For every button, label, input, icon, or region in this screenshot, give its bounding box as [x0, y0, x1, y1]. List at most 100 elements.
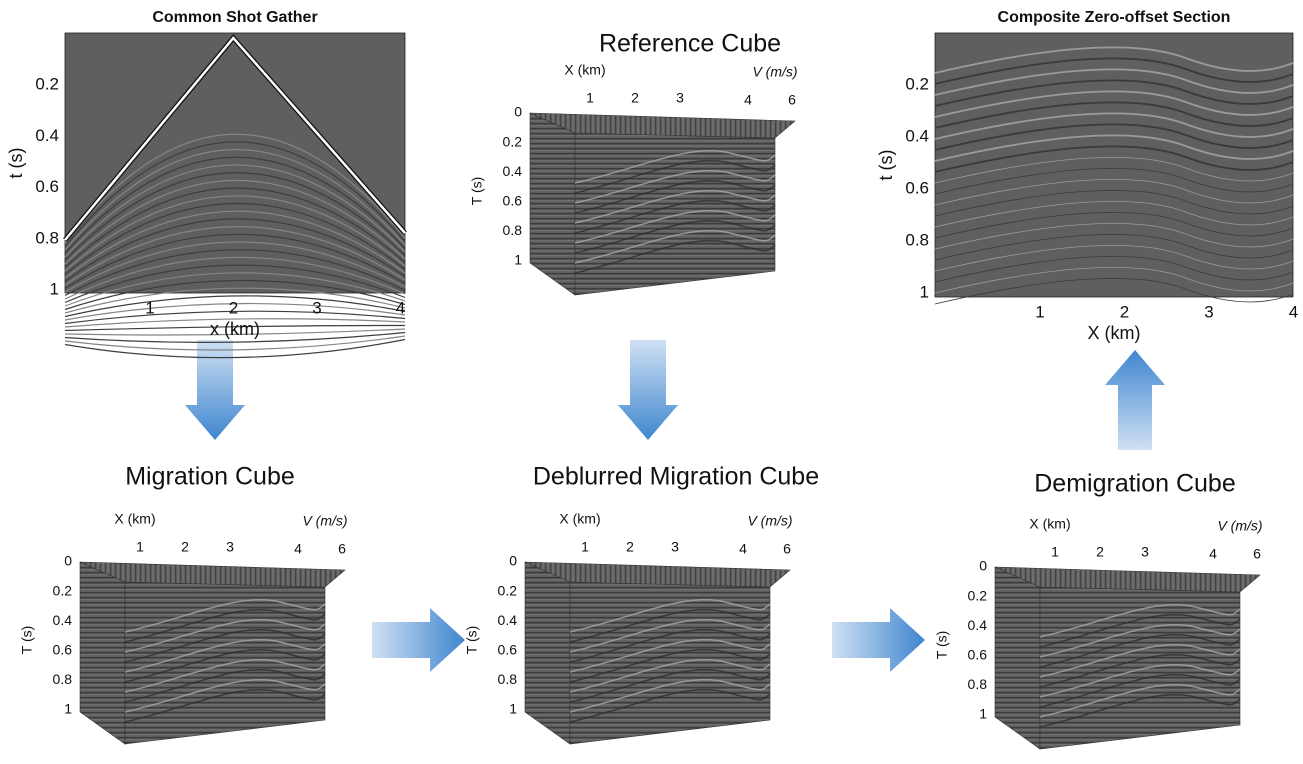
t-tick-label: 0.2: [503, 133, 523, 149]
x-tick-label: 3: [1204, 302, 1213, 321]
t-tick-label: 0.4: [968, 617, 988, 633]
y-tick-label: 0.2: [35, 74, 59, 93]
panel-title: Migration Cube: [125, 463, 295, 491]
x-tick-label: 2: [626, 539, 634, 555]
v-tick-label: 4: [744, 92, 752, 108]
t-tick-label: 0.8: [498, 671, 518, 687]
panel-title: Deblurred Migration Cube: [533, 463, 819, 491]
cube-side-face: [995, 567, 1040, 749]
t-tick-label: 0.2: [498, 582, 518, 598]
t-tick-label: 0.4: [53, 612, 73, 628]
y-tick-label: 0.8: [905, 230, 929, 249]
x-tick-label: 1: [136, 539, 144, 555]
arrow-right: [372, 608, 465, 672]
x-axis-label: X (km): [114, 511, 155, 527]
t-tick-label: 1: [509, 701, 517, 717]
cube-side-face: [80, 562, 125, 744]
t-tick-label: 0.8: [503, 222, 523, 238]
t-axis-label: T (s): [469, 177, 485, 206]
arrow-down: [618, 340, 678, 440]
t-tick-label: 0.4: [503, 163, 523, 179]
x-tick-label: 2: [229, 298, 238, 317]
x-tick-label: 1: [586, 90, 594, 106]
v-axis-label: V (m/s): [302, 513, 347, 529]
t-tick-label: 0.2: [53, 582, 73, 598]
y-tick-label: 0.8: [35, 228, 59, 247]
arrow-right: [832, 608, 925, 672]
panel-title: Reference Cube: [599, 30, 781, 58]
x-tick-label: 3: [226, 539, 234, 555]
t-tick-label: 0.6: [498, 642, 518, 658]
panel-title: Demigration Cube: [1034, 470, 1236, 498]
x-tick-label: 2: [1120, 302, 1129, 321]
section-panel: Common Shot Gather 0.2 0.4 0.6 0.8 1 1 2 3 4 x (km…: [6, 9, 405, 357]
t-tick-label: 0: [64, 553, 72, 569]
cube-panel: Demigration Cube 0 0.2 0.4 0.6 0.8 1 1 2 3 4 6 X (km…: [934, 470, 1263, 749]
t-tick-label: 0.4: [498, 612, 518, 628]
arrow-down: [185, 340, 245, 440]
section-panel: Composite Zero-offset Section 0.2 0.4 0.6 0.…: [876, 9, 1298, 343]
x-tick-label: 3: [671, 539, 679, 555]
t-tick-label: 0: [979, 558, 987, 574]
x-axis-label: X (km): [564, 62, 605, 78]
t-tick-label: 0.2: [968, 587, 988, 603]
x-tick-label: 4: [396, 298, 405, 317]
seismic-image: [65, 33, 405, 293]
x-axis-label: X (km): [1029, 516, 1070, 532]
x-tick-label: 1: [1051, 544, 1059, 560]
v-tick-label: 4: [739, 541, 747, 557]
t-tick-label: 0.8: [968, 676, 988, 692]
v-tick-label: 6: [338, 541, 346, 557]
v-axis-label: V (m/s): [747, 513, 792, 529]
cube-side-face: [525, 562, 570, 744]
v-axis-label: V (m/s): [1217, 518, 1262, 534]
y-tick-label: 0.4: [35, 126, 59, 145]
v-tick-label: 4: [1209, 546, 1217, 562]
x-tick-label: 2: [181, 539, 189, 555]
v-tick-label: 4: [294, 541, 302, 557]
v-tick-label: 6: [1253, 546, 1261, 562]
y-axis-label: t (s): [876, 150, 896, 181]
y-tick-label: 0.4: [905, 126, 929, 145]
x-tick-label: 3: [676, 90, 684, 106]
t-tick-label: 1: [514, 252, 522, 268]
v-tick-label: 6: [788, 92, 796, 108]
x-tick-label: 1: [145, 298, 154, 317]
x-tick-label: 2: [1096, 544, 1104, 560]
panel-title: Common Shot Gather: [152, 9, 317, 26]
x-axis-label: X (km): [1088, 323, 1141, 343]
x-tick-label: 3: [1141, 544, 1149, 560]
cube-panel: Reference Cube 0 0.2 0.4 0.6 0.8 1 1 2 3 4 6 X (km) V…: [469, 30, 798, 295]
panel-title: Composite Zero-offset Section: [998, 9, 1231, 26]
t-axis-label: T (s): [464, 626, 480, 655]
x-tick-label: 1: [581, 539, 589, 555]
t-axis-label: T (s): [934, 631, 950, 660]
arrow-up: [1105, 350, 1165, 450]
x-axis-label: X (km): [559, 511, 600, 527]
t-tick-label: 0: [509, 553, 517, 569]
t-tick-label: 0.6: [968, 647, 988, 663]
x-tick-label: 4: [1289, 302, 1298, 321]
figure: Common Shot Gather 0.2 0.4 0.6 0.8 1 1 2 3 4 x (km…: [0, 0, 1303, 764]
t-axis-label: T (s): [19, 626, 35, 655]
x-tick-label: 3: [312, 298, 321, 317]
x-tick-label: 2: [631, 90, 639, 106]
y-tick-label: 0.2: [905, 74, 929, 93]
y-tick-label: 1: [50, 280, 59, 299]
cube-side-face: [530, 113, 575, 295]
y-axis-label: t (s): [6, 148, 26, 179]
t-tick-label: 0.8: [53, 671, 73, 687]
t-tick-label: 1: [64, 701, 72, 717]
x-axis-label: x (km): [210, 319, 260, 339]
t-tick-label: 0.6: [503, 193, 523, 209]
cube-panel: Migration Cube 0 0.2 0.4 0.6 0.8 1 1 2 3 4 6 X (km) V…: [19, 463, 348, 744]
y-tick-label: 0.6: [35, 177, 59, 196]
v-axis-label: V (m/s): [752, 64, 797, 80]
t-tick-label: 0.6: [53, 642, 73, 658]
x-tick-label: 1: [1035, 302, 1044, 321]
t-tick-label: 0: [514, 104, 522, 120]
t-tick-label: 1: [979, 706, 987, 722]
y-tick-label: 1: [920, 282, 929, 301]
cube-panel: Deblurred Migration Cube 0 0.2 0.4 0.6 0.8 1 1 2…: [464, 463, 819, 744]
y-tick-label: 0.6: [905, 178, 929, 197]
